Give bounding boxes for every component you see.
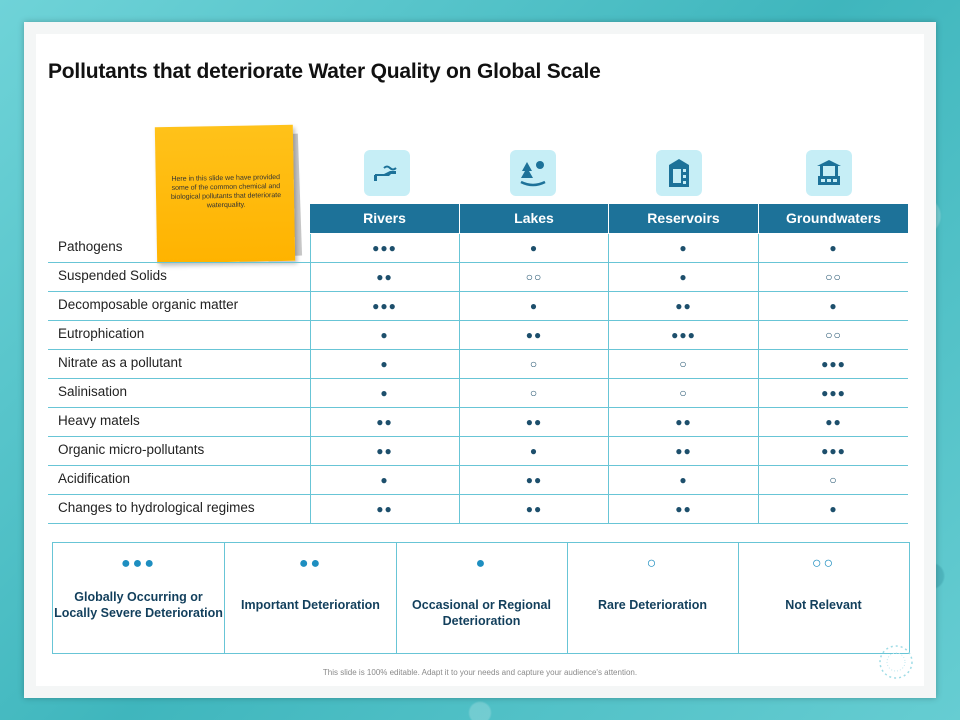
column-header-rivers: Rivers [363,210,406,226]
cell-reservoirs: ○ [679,357,688,371]
cell-groundwaters: ○○ [825,328,842,342]
column-header-lakes: Lakes [514,210,554,226]
table-row: Decomposable organic matter ●●● ● ●● ● [48,292,908,321]
legend: ●●● Globally Occurring or Locally Severe… [52,542,910,654]
legend-item: ●●● Globally Occurring or Locally Severe… [53,543,224,653]
river-hand-icon [364,150,410,196]
row-label: Eutrophication [58,326,145,341]
row-label: Suspended Solids [58,268,167,283]
legend-label: Rare Deterioration [597,598,708,612]
cell-lakes: ○○ [525,270,543,284]
table-row: Nitrate as a pollutant ● ○ ○ ●●● [48,350,908,379]
row-label: Organic micro-pollutants [58,442,205,457]
legend-label: Globally Occurring or Locally Severe Det… [54,590,223,620]
cell-lakes: ●● [525,328,543,342]
cell-groundwaters: ●● [825,415,842,429]
slide: Pollutants that deteriorate Water Qualit… [36,34,924,686]
water-splash-icon [879,645,913,679]
cell-lakes: ●● [525,415,543,429]
legend-symbol: ●● [298,555,323,572]
reservoir-tank-icon [656,150,702,196]
well-icon [806,150,852,196]
cell-rivers: ● [380,386,389,400]
row-label: Pathogens [58,239,123,254]
cell-lakes: ● [529,299,539,313]
cell-rivers: ●●● [372,299,397,313]
table-row: Organic micro-pollutants ●● ● ●● ●●● [48,437,908,466]
cell-groundwaters: ○○ [825,270,842,284]
legend-item: ● Occasional or Regional Deterioration [396,543,567,653]
cell-reservoirs: ●● [675,444,692,458]
row-label: Nitrate as a pollutant [58,355,182,370]
row-label: Decomposable organic matter [58,297,239,312]
cell-rivers: ●● [376,270,393,284]
column-header-reservoirs: Reservoirs [647,210,720,226]
row-label: Heavy matels [58,413,140,428]
cell-groundwaters: ● [829,241,838,255]
table-row: Changes to hydrological regimes ●● ●● ●●… [48,495,908,524]
table-row: Salinisation ● ○ ○ ●●● [48,379,908,408]
table-row: Pathogens ●●● ● ● ● [48,234,908,263]
table-row: Eutrophication ● ●● ●●● ○○ [48,321,908,350]
legend-item: ○○ Not Relevant [738,543,909,653]
row-label: Acidification [58,471,131,486]
cell-reservoirs: ●● [675,415,692,429]
cell-groundwaters: ●●● [821,357,846,371]
table-row: Suspended Solids ●● ○○ ● ○○ [48,263,908,292]
cell-reservoirs: ○ [679,386,688,400]
cell-groundwaters: ●●● [821,386,846,400]
legend-item: ●● Important Deterioration [225,543,396,653]
legend-symbol: ● [475,555,488,572]
cell-lakes: ○ [529,386,539,400]
legend-symbol: ○ [646,555,659,572]
cell-groundwaters: ●●● [821,444,846,458]
footer-text: This slide is 100% editable. Adapt it to… [322,668,638,677]
cell-reservoirs: ●● [675,502,692,516]
table-row: Heavy matels ●● ●● ●● ●● [48,408,908,437]
cell-lakes: ○ [529,357,539,371]
row-label: Salinisation [58,384,128,399]
cell-reservoirs: ●● [675,299,692,313]
cell-groundwaters: ○ [829,473,838,487]
cell-groundwaters: ● [829,502,838,516]
cell-reservoirs: ● [679,241,688,255]
legend-label: Important Deterioration [241,598,380,612]
sticky-note-text: Here in this slide we have provided some… [170,174,282,210]
lake-tree-icon [510,150,556,196]
row-label: Changes to hydrological regimes [58,500,255,515]
legend-symbol: ○○ [811,555,836,572]
legend-label: Not Relevant [785,598,862,612]
cell-rivers: ●●● [372,241,397,255]
cell-lakes: ● [529,241,539,255]
cell-rivers: ● [380,473,389,487]
cell-rivers: ● [380,357,389,371]
table-header: Rivers Lakes Reservoirs Groundwaters [310,204,908,233]
table-row: Acidification ● ●● ● ○ [48,466,908,495]
legend-item: ○ Rare Deterioration [567,543,738,653]
cell-lakes: ●● [525,502,543,516]
cell-groundwaters: ● [829,299,838,313]
cell-rivers: ●● [376,502,393,516]
legend-symbol: ●●● [121,555,156,572]
slide-title: Pollutants that deteriorate Water Qualit… [48,60,601,83]
cell-rivers: ● [380,328,389,342]
cell-lakes: ●● [525,473,543,487]
cell-lakes: ● [529,444,539,458]
cell-reservoirs: ● [679,270,688,284]
cell-rivers: ●● [376,444,393,458]
cell-rivers: ●● [376,415,393,429]
cell-reservoirs: ●●● [671,328,696,342]
cell-reservoirs: ● [679,473,688,487]
column-header-groundwaters: Groundwaters [786,210,881,226]
legend-label: Occasional or Regional Deterioration [412,598,551,628]
